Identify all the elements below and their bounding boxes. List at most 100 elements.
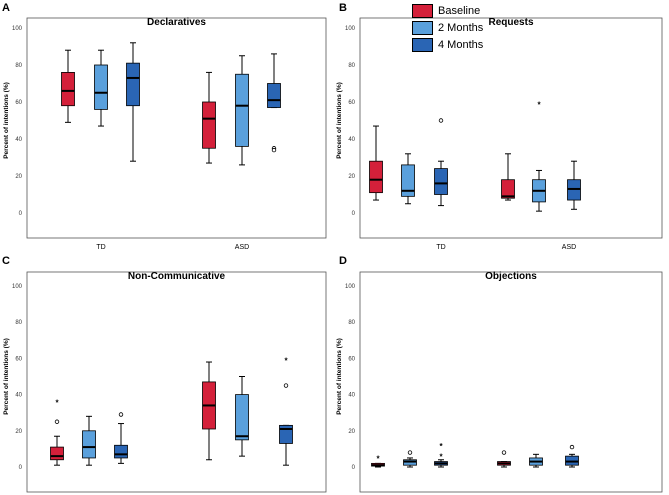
y-tick-label: 0 (352, 465, 356, 471)
box-asd-baseline (202, 71, 216, 164)
box-iqr (267, 83, 281, 108)
outlier-point (271, 147, 277, 153)
box-asd-baseline (501, 153, 515, 201)
x-category-label: TD (436, 244, 445, 251)
box-asd-4-months (567, 160, 581, 210)
chart-panel-d: D Objections Percent of intentions (%) 0 20 4… (336, 255, 663, 493)
box-td-2-months (403, 450, 417, 468)
legend-label-2-months: 2 Months (438, 21, 484, 34)
plot-frame (359, 271, 663, 493)
y-tick-label: 80 (348, 320, 355, 326)
outlier-point (283, 383, 289, 388)
panel-title: Requests (488, 17, 533, 28)
box-iqr (434, 168, 448, 195)
box-asd-4-months (267, 53, 281, 153)
plot-frame (26, 271, 327, 493)
extreme-point: * (55, 398, 59, 407)
box-iqr (82, 430, 96, 459)
x-category-label: TD (96, 244, 105, 251)
box-td-2-months (82, 415, 96, 466)
outlier-point (501, 450, 507, 455)
box-asd-4-months: * (279, 357, 293, 466)
extreme-point: * (284, 357, 288, 366)
x-category-label: ASD (235, 244, 249, 251)
box-td-baseline: * (371, 454, 385, 468)
y-axis-label: Percent of intentions (%) (336, 82, 343, 159)
chart-panel-a: A Declaratives Percent of intentions (%) 0 2… (2, 2, 327, 251)
panel-letter: A (2, 2, 10, 14)
panel-letter: C (2, 255, 10, 267)
box-asd-2-months (235, 376, 249, 457)
extreme-point: * (537, 100, 541, 109)
y-tick-label: 100 (12, 284, 23, 290)
plot-frame (359, 17, 663, 239)
box-td-4-months (114, 412, 128, 464)
extreme-point: * (439, 453, 443, 462)
box-asd-baseline (202, 361, 216, 461)
legend-swatch-4-months (412, 37, 433, 52)
box-iqr (126, 62, 140, 107)
y-tick-label: 0 (352, 211, 356, 217)
x-category-label: ASD (562, 244, 576, 251)
box-iqr (114, 444, 128, 459)
box-iqr (401, 164, 415, 197)
box-asd-2-months (529, 453, 543, 468)
y-tick-label: 100 (345, 26, 356, 32)
y-tick-label: 40 (15, 137, 22, 143)
panel-letter: D (339, 255, 347, 267)
box-td-baseline (61, 49, 75, 123)
box-td-2-months (94, 49, 108, 127)
y-tick-label: 80 (348, 63, 355, 69)
panel-letter: B (339, 2, 347, 14)
y-tick-label: 20 (348, 174, 355, 180)
y-axis-label: Percent of intentions (%) (336, 338, 343, 415)
box-iqr (61, 72, 75, 107)
box-iqr (94, 64, 108, 110)
chart-panel-c: C Non-Communicative Percent of intentions … (2, 255, 327, 493)
y-tick-label: 100 (345, 284, 356, 290)
box-asd-2-months: * (532, 100, 546, 212)
y-axis-label: Percent of intentions (%) (3, 82, 10, 159)
outlier-point (407, 450, 413, 455)
box-td-baseline (369, 125, 383, 201)
box-iqr (202, 101, 216, 149)
y-tick-label: 0 (19, 211, 23, 217)
box-asd-4-months (565, 444, 579, 468)
y-tick-label: 60 (15, 356, 22, 362)
y-tick-label: 60 (348, 100, 355, 106)
panel-title: Objections (485, 271, 537, 282)
legend-label-4-months: 4 Months (438, 38, 484, 51)
y-tick-label: 0 (19, 465, 23, 471)
legend-item-baseline: Baseline (412, 2, 483, 19)
y-tick-label: 80 (15, 320, 22, 326)
box-iqr (235, 394, 249, 441)
box-td-4-months (434, 118, 448, 207)
box-asd-2-months (235, 55, 249, 166)
box-td-2-months (401, 153, 415, 205)
y-tick-label: 40 (348, 393, 355, 399)
box-td-4-months (126, 42, 140, 162)
y-tick-label: 80 (15, 63, 22, 69)
outlier-point (118, 412, 124, 417)
y-tick-label: 20 (15, 429, 22, 435)
y-tick-label: 20 (348, 429, 355, 435)
y-tick-label: 60 (348, 356, 355, 362)
y-tick-label: 20 (15, 174, 22, 180)
chart-panel-b: B Requests Percent of intentions (%) 0 20 40 6… (336, 2, 663, 251)
y-tick-label: 40 (348, 137, 355, 143)
y-axis-label: Percent of intentions (%) (3, 338, 10, 415)
box-iqr (235, 73, 249, 147)
outlier-point (569, 444, 575, 450)
extreme-point: * (376, 454, 380, 463)
panel-title: Declaratives (147, 17, 206, 28)
legend-swatch-baseline (412, 3, 433, 18)
y-tick-label: 100 (12, 26, 23, 32)
y-tick-label: 40 (15, 393, 22, 399)
panel-title: Non-Communicative (128, 271, 226, 282)
box-iqr (50, 446, 64, 461)
legend-item-4-months: 4 Months (412, 36, 483, 53)
plot-frame (26, 17, 327, 239)
legend: Baseline 2 Months 4 Months (412, 2, 483, 53)
box-iqr (501, 179, 515, 199)
